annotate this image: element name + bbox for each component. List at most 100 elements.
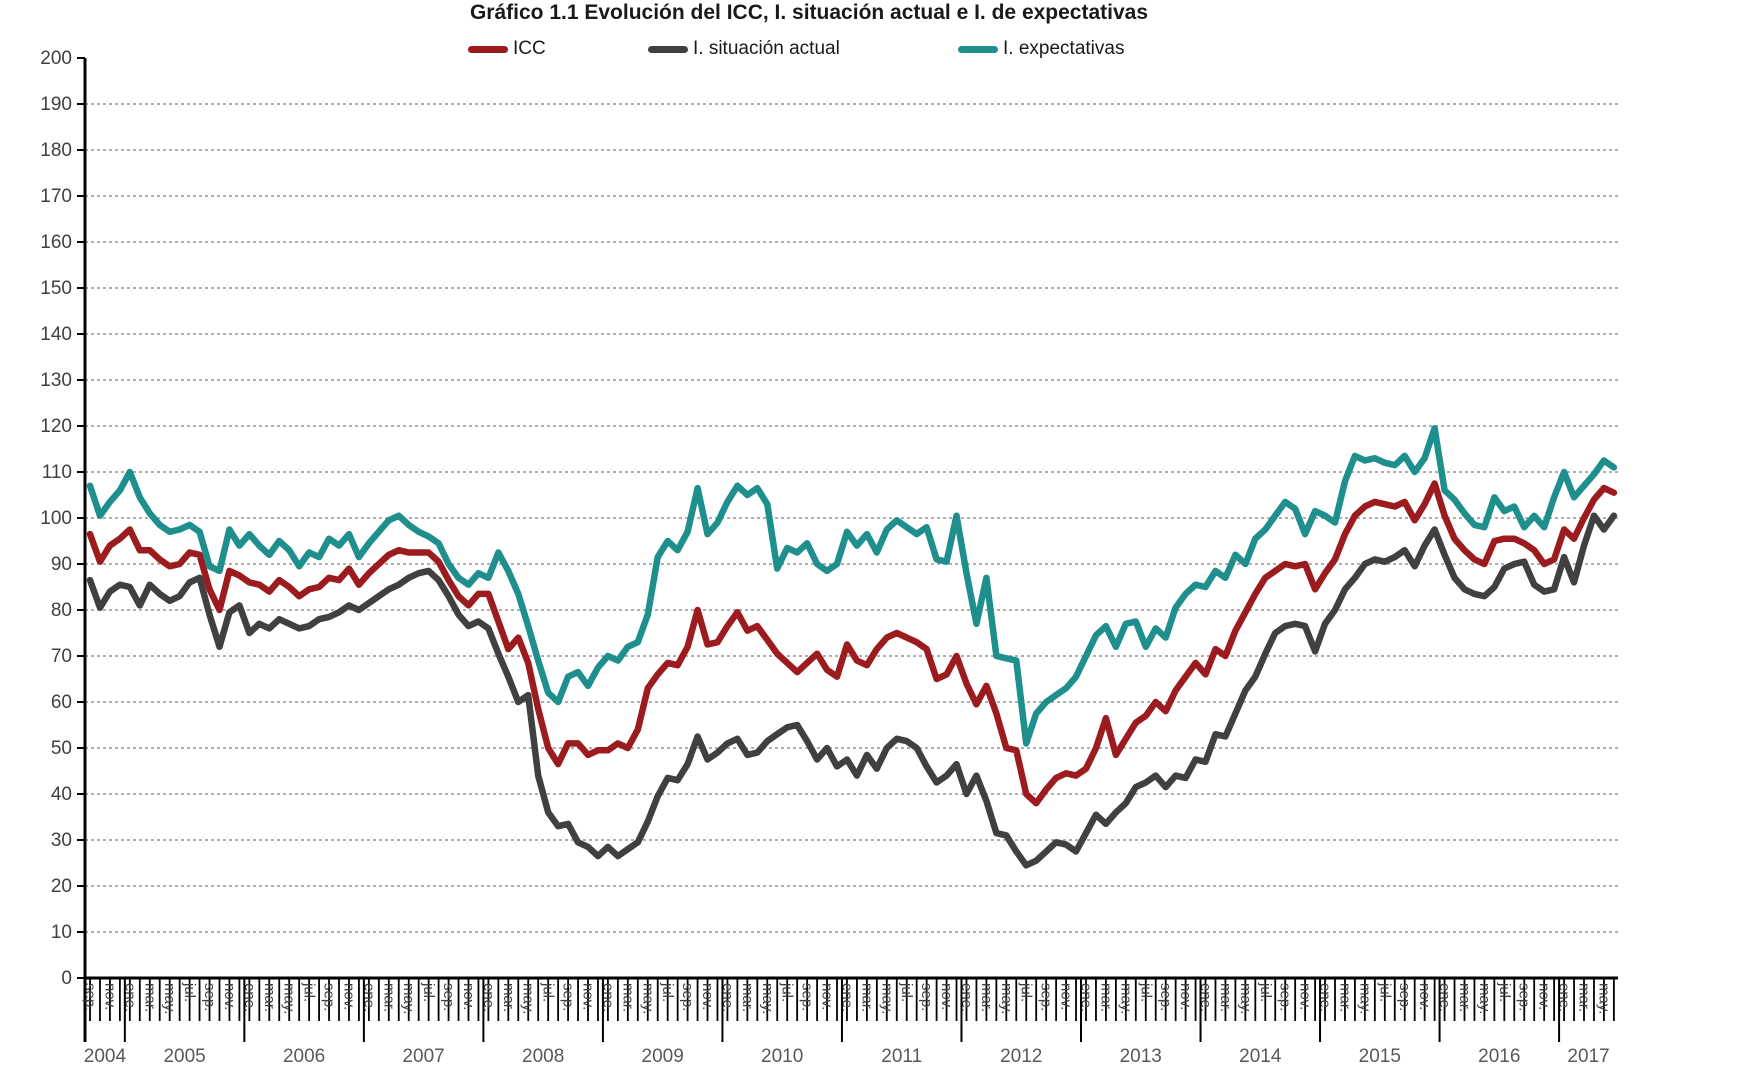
- x-month-label: may.: [400, 983, 417, 1014]
- x-month-label: may.: [1595, 983, 1612, 1014]
- x-month-label: may.: [1476, 983, 1493, 1014]
- x-month-label: may.: [520, 983, 537, 1014]
- x-month-label: mar.: [500, 983, 517, 1012]
- legend-item-situacion-actual: I. situación actual: [648, 38, 840, 60]
- y-tick-label-140: 140: [40, 324, 72, 345]
- y-tick-label-160: 160: [40, 232, 72, 253]
- x-year-label-2005: 2005: [163, 1046, 205, 1067]
- x-month-label: mar.: [1456, 983, 1473, 1012]
- x-month-label: jul.: [1018, 982, 1035, 1002]
- legend-swatch-situacion-actual: [648, 45, 688, 53]
- y-tick-label-120: 120: [40, 416, 72, 437]
- x-month-label: sep.: [201, 983, 218, 1011]
- x-month-label: may.: [281, 983, 298, 1014]
- y-tick-label-130: 130: [40, 370, 72, 391]
- x-month-label: may.: [878, 983, 895, 1014]
- x-year-label-2015: 2015: [1359, 1046, 1401, 1067]
- x-month-label: sep.: [1396, 983, 1413, 1011]
- x-month-label: mar.: [739, 983, 756, 1012]
- y-tick-label-0: 0: [61, 968, 72, 989]
- x-month-label: sep.: [679, 983, 696, 1011]
- x-year-label-2014: 2014: [1239, 1046, 1282, 1067]
- x-year-label-2017: 2017: [1567, 1046, 1609, 1067]
- legend-swatch-expectativas: [958, 45, 998, 53]
- chart-title: Gráfico 1.1 Evolución del ICC, I. situac…: [469, 1, 1149, 24]
- y-tick-label-80: 80: [51, 600, 72, 621]
- x-year-label-2008: 2008: [522, 1046, 564, 1067]
- y-tick-label-60: 60: [51, 692, 72, 713]
- y-tick-label-170: 170: [40, 186, 72, 207]
- x-month-label: may.: [759, 983, 776, 1014]
- x-month-label: mar.: [1097, 983, 1114, 1012]
- x-month-label: mar.: [380, 983, 397, 1012]
- legend-label-icc: ICC: [513, 38, 546, 59]
- y-tick-label-190: 190: [40, 94, 72, 115]
- x-month-label: mar.: [619, 983, 636, 1012]
- x-month-label: sep.: [1038, 983, 1055, 1011]
- x-month-label: sep.: [321, 983, 338, 1011]
- y-tick-label-10: 10: [51, 922, 72, 943]
- legend-item-icc: ICC: [468, 38, 546, 60]
- x-month-label: nov.: [101, 983, 118, 1010]
- x-month-label: nov.: [580, 983, 597, 1010]
- x-year-label-2010: 2010: [761, 1046, 803, 1067]
- x-month-label: mar.: [1217, 983, 1234, 1012]
- x-year-label-2009: 2009: [642, 1046, 684, 1067]
- series-line-icc: [86, 480, 1618, 807]
- y-tick-label-90: 90: [51, 554, 72, 575]
- x-month-label: jul.: [301, 982, 318, 1002]
- x-month-label: may.: [998, 983, 1015, 1014]
- x-month-label: may.: [1356, 983, 1373, 1014]
- x-month-label: sep.: [1157, 983, 1174, 1011]
- x-month-label: nov.: [1536, 983, 1553, 1010]
- x-month-label: sep.: [918, 983, 935, 1011]
- y-tick-label-40: 40: [51, 784, 72, 805]
- x-month-label: sep.: [560, 983, 577, 1011]
- x-month-label: may.: [1237, 983, 1254, 1014]
- legend-label-expectativas: I. expectativas: [1003, 38, 1125, 59]
- x-month-label: mar.: [1576, 983, 1593, 1012]
- x-month-label: jul.: [779, 982, 796, 1002]
- x-month-label: mar.: [1336, 983, 1353, 1012]
- x-month-label: jul.: [540, 982, 557, 1002]
- x-year-label-2006: 2006: [283, 1046, 325, 1067]
- y-tick-label-180: 180: [40, 140, 72, 161]
- x-month-label: mar.: [141, 983, 158, 1012]
- x-year-label-2007: 2007: [402, 1046, 444, 1067]
- series-line-expectativas: [86, 425, 1618, 747]
- y-tick-label-100: 100: [40, 508, 72, 529]
- y-tick-label-20: 20: [51, 876, 72, 897]
- y-tick-label-110: 110: [42, 462, 72, 483]
- x-month-label: mar.: [261, 983, 278, 1012]
- x-month-label: sep.: [1277, 983, 1294, 1011]
- y-tick-label-70: 70: [51, 646, 72, 667]
- x-month-label: sep.: [1516, 983, 1533, 1011]
- x-month-label: jul.: [420, 982, 437, 1002]
- x-month-label: may.: [639, 983, 656, 1014]
- y-tick-label-50: 50: [51, 738, 72, 759]
- x-year-label-2004: 2004: [84, 1046, 127, 1067]
- x-month-label: nov.: [1177, 983, 1194, 1010]
- x-month-label: nov.: [1416, 983, 1433, 1010]
- x-month-label: jul.: [181, 982, 198, 1002]
- x-month-label: nov.: [221, 983, 238, 1010]
- x-month-label: jul.: [659, 982, 676, 1002]
- x-month-label: nov.: [699, 983, 716, 1010]
- x-month-label: nov.: [340, 983, 357, 1010]
- x-month-label: mar.: [978, 983, 995, 1012]
- x-year-label-2013: 2013: [1120, 1046, 1162, 1067]
- x-year-label-2011: 2011: [881, 1046, 922, 1067]
- x-month-label: jul.: [898, 982, 915, 1002]
- legend-swatch-icc: [468, 45, 508, 53]
- x-year-label-2016: 2016: [1478, 1046, 1520, 1067]
- x-month-label: nov.: [1297, 983, 1314, 1010]
- x-month-label: sep.: [82, 983, 99, 1011]
- x-month-label: jul.: [1496, 982, 1513, 1002]
- x-month-label: nov.: [1058, 983, 1075, 1010]
- x-month-label: jul.: [1137, 982, 1154, 1002]
- legend-item-expectativas: I. expectativas: [958, 38, 1124, 60]
- x-month-label: nov.: [819, 983, 836, 1010]
- x-month-label: sep.: [799, 983, 816, 1011]
